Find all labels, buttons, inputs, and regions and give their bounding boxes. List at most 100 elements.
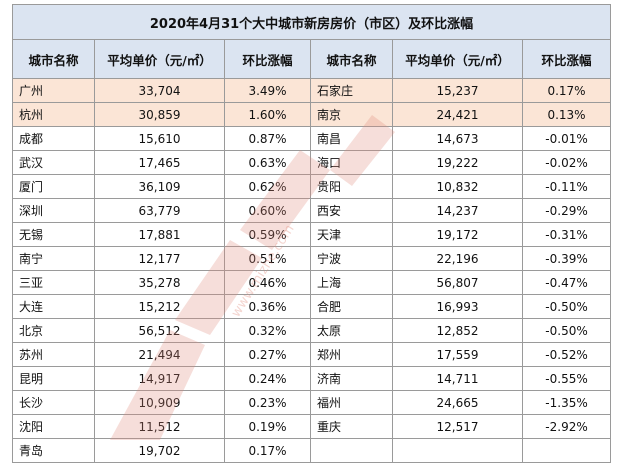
- cell-price: 10,832: [392, 174, 523, 199]
- cell-price: 63,779: [94, 198, 225, 223]
- cell-city: 合肥: [310, 294, 393, 319]
- table-title-row: 2020年4月31个大中城市新房房价（市区）及环比涨幅: [11, 4, 612, 40]
- cell-city: 福州: [310, 390, 393, 415]
- cell-price: 14,237: [392, 198, 523, 223]
- cell-change: 0.19%: [224, 414, 311, 439]
- cell-change: -0.47%: [521, 270, 612, 295]
- cell-city: 广州: [12, 78, 95, 103]
- cell-change: 0.24%: [224, 366, 311, 391]
- cell-city: 苏州: [12, 342, 95, 367]
- table-row: 武汉 17,465 0.63% 海口 19,222 -0.02%: [12, 150, 612, 175]
- cell-price: 16,993: [392, 294, 523, 319]
- cell-city: 济南: [310, 366, 393, 391]
- cell-price: [392, 438, 523, 463]
- cell-price: 17,465: [94, 150, 225, 175]
- cell-city: 南宁: [12, 246, 95, 271]
- cell-change: 0.23%: [224, 390, 311, 415]
- table-row: 广州 33,704 3.49% 石家庄 15,237 0.17%: [12, 78, 612, 103]
- cell-change: -0.11%: [521, 174, 612, 199]
- cell-change: -2.92%: [521, 414, 612, 439]
- header-change-1: 环比涨幅: [224, 39, 311, 79]
- cell-city: 石家庄: [310, 78, 393, 103]
- cell-city: 成都: [12, 126, 95, 151]
- cell-city: 北京: [12, 318, 95, 343]
- header-price-2: 平均单价（元/㎡）: [392, 39, 523, 79]
- cell-price: 15,610: [94, 126, 225, 151]
- table-row: 三亚 35,278 0.46% 上海 56,807 -0.47%: [12, 270, 612, 295]
- cell-change: 1.60%: [224, 102, 311, 127]
- table-title: 2020年4月31个大中城市新房房价（市区）及环比涨幅: [11, 4, 612, 40]
- cell-price: 17,559: [392, 342, 523, 367]
- cell-change: 0.46%: [224, 270, 311, 295]
- cell-price: 30,859: [94, 102, 225, 127]
- cell-price: 21,494: [94, 342, 225, 367]
- table-row: 昆明 14,917 0.24% 济南 14,711 -0.55%: [12, 366, 612, 391]
- cell-change: -0.39%: [521, 246, 612, 271]
- cell-change: -0.02%: [521, 150, 612, 175]
- cell-price: 33,704: [94, 78, 225, 103]
- cell-price: 15,212: [94, 294, 225, 319]
- cell-change: 0.27%: [224, 342, 311, 367]
- cell-price: 14,917: [94, 366, 225, 391]
- cell-price: 56,807: [392, 270, 523, 295]
- cell-city: 重庆: [310, 414, 393, 439]
- cell-change: -0.55%: [521, 366, 612, 391]
- header-row: 城市名称 平均单价（元/㎡） 环比涨幅 城市名称 平均单价（元/㎡） 环比涨幅: [12, 39, 612, 79]
- cell-price: 19,172: [392, 222, 523, 247]
- cell-price: 22,196: [392, 246, 523, 271]
- cell-price: 12,852: [392, 318, 523, 343]
- cell-price: 10,909: [94, 390, 225, 415]
- table-row: 无锡 17,881 0.59% 天津 19,172 -0.31%: [12, 222, 612, 247]
- cell-city: 大连: [12, 294, 95, 319]
- cell-change: -0.52%: [521, 342, 612, 367]
- cell-price: 12,517: [392, 414, 523, 439]
- table-row: 成都 15,610 0.87% 南昌 14,673 -0.01%: [12, 126, 612, 151]
- cell-city: 深圳: [12, 198, 95, 223]
- cell-change: 0.59%: [224, 222, 311, 247]
- cell-change: 0.13%: [521, 102, 612, 127]
- cell-city: 南京: [310, 102, 393, 127]
- header-city-2: 城市名称: [310, 39, 393, 79]
- cell-city: 西安: [310, 198, 393, 223]
- cell-change: -0.50%: [521, 318, 612, 343]
- cell-price: 17,881: [94, 222, 225, 247]
- cell-city: 长沙: [12, 390, 95, 415]
- cell-city: 昆明: [12, 366, 95, 391]
- cell-change: -0.31%: [521, 222, 612, 247]
- cell-city: 厦门: [12, 174, 95, 199]
- cell-change: 0.51%: [224, 246, 311, 271]
- cell-change: 0.62%: [224, 174, 311, 199]
- cell-city: 武汉: [12, 150, 95, 175]
- cell-change: 3.49%: [224, 78, 311, 103]
- cell-price: 14,711: [392, 366, 523, 391]
- table-row: 深圳 63,779 0.60% 西安 14,237 -0.29%: [12, 198, 612, 223]
- cell-city: 海口: [310, 150, 393, 175]
- cell-change: 0.63%: [224, 150, 311, 175]
- cell-change: 0.36%: [224, 294, 311, 319]
- cell-city: 南昌: [310, 126, 393, 151]
- table-row: 青岛 19,702 0.17%: [12, 438, 612, 463]
- cell-price: 15,237: [392, 78, 523, 103]
- cell-change: -0.29%: [521, 198, 612, 223]
- cell-price: 12,177: [94, 246, 225, 271]
- cell-change: [521, 438, 612, 463]
- cell-change: 0.60%: [224, 198, 311, 223]
- cell-city: 宁波: [310, 246, 393, 271]
- price-table-container: 2020年4月31个大中城市新房房价（市区）及环比涨幅 城市名称 平均单价（元/…: [11, 4, 612, 463]
- header-change-2: 环比涨幅: [521, 39, 612, 79]
- header-city-1: 城市名称: [12, 39, 95, 79]
- cell-price: 19,702: [94, 438, 225, 463]
- cell-city: 青岛: [12, 438, 95, 463]
- cell-change: -1.35%: [521, 390, 612, 415]
- cell-city: 郑州: [310, 342, 393, 367]
- cell-change: 0.17%: [521, 78, 612, 103]
- table-row: 南宁 12,177 0.51% 宁波 22,196 -0.39%: [12, 246, 612, 271]
- header-price-1: 平均单价（元/㎡）: [94, 39, 225, 79]
- cell-city: 上海: [310, 270, 393, 295]
- table-row: 北京 56,512 0.32% 太原 12,852 -0.50%: [12, 318, 612, 343]
- cell-city: 贵阳: [310, 174, 393, 199]
- cell-city: [310, 438, 393, 463]
- cell-change: 0.32%: [224, 318, 311, 343]
- table-row: 杭州 30,859 1.60% 南京 24,421 0.13%: [12, 102, 612, 127]
- cell-price: 11,512: [94, 414, 225, 439]
